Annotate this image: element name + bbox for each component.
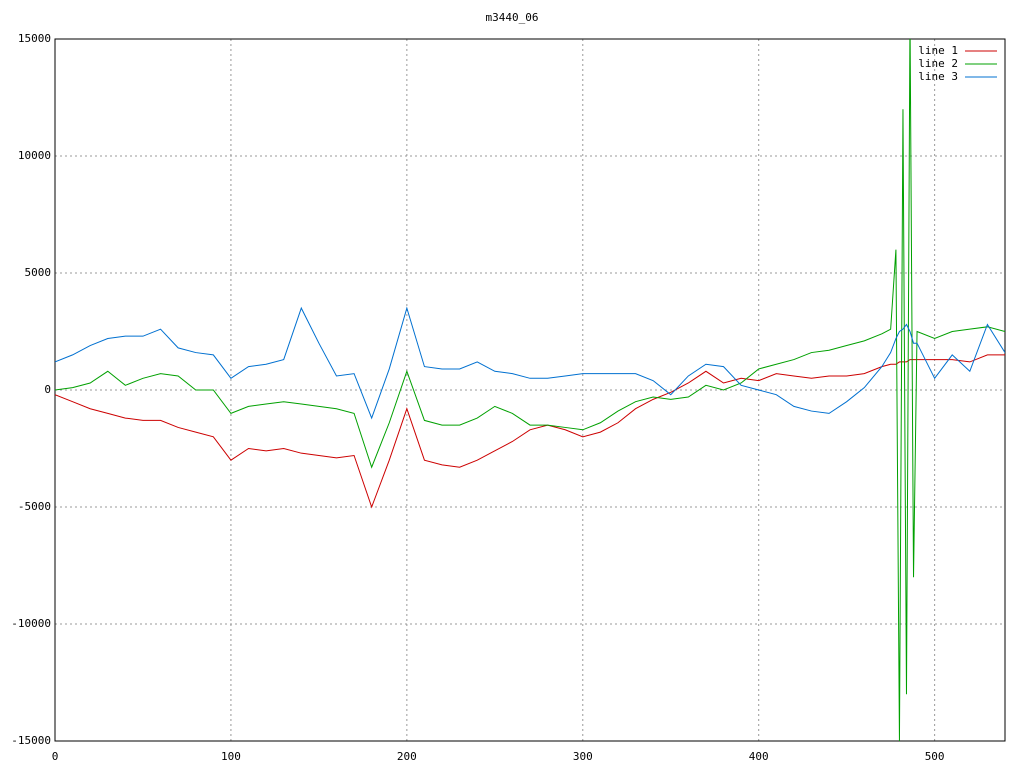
x-tick-label: 300: [573, 750, 593, 763]
y-tick-label: -10000: [11, 617, 51, 630]
y-tick-label: -15000: [11, 734, 51, 747]
x-tick-label: 0: [52, 750, 59, 763]
legend-label: line 2: [918, 57, 958, 70]
x-tick-label: 500: [925, 750, 945, 763]
plot-area: [55, 39, 1005, 741]
y-tick-label: 15000: [18, 32, 51, 45]
y-tick-label: 0: [44, 383, 51, 396]
x-tick-label: 200: [397, 750, 417, 763]
x-tick-label: 100: [221, 750, 241, 763]
data-line: [55, 39, 1005, 741]
data-line: [55, 306, 1005, 420]
y-tick-label: 5000: [25, 266, 52, 279]
y-tick-label: -5000: [18, 500, 51, 513]
legend-label: line 3: [918, 70, 958, 83]
data-line: [55, 354, 1005, 509]
x-tick-label: 400: [749, 750, 769, 763]
legend-label: line 1: [918, 44, 958, 57]
chart-title: m3440_06: [486, 11, 539, 24]
y-tick-label: 10000: [18, 149, 51, 162]
